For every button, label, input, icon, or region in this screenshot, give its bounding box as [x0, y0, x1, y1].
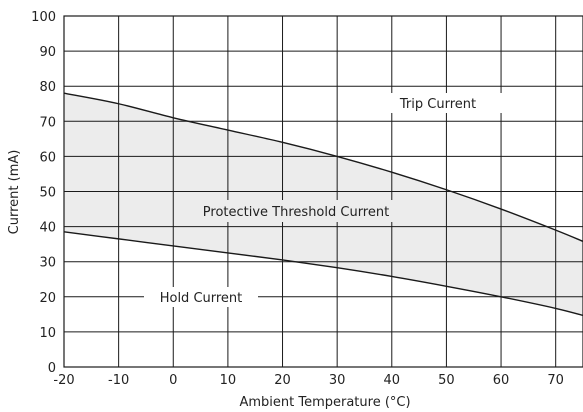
x-tick-label: -20: [53, 373, 74, 388]
x-axis-label: Ambient Temperature (°C): [239, 395, 410, 410]
x-tick-label: 60: [493, 373, 510, 388]
hold-current-label-bg: [144, 287, 258, 307]
x-tick-label: 40: [384, 373, 401, 388]
x-tick-label: 20: [274, 373, 291, 388]
x-tick-label: 30: [329, 373, 346, 388]
protective-threshold-label-bg: [176, 200, 416, 222]
trip-current-label-bg: [372, 93, 504, 113]
y-tick-label: 100: [31, 10, 56, 25]
hold-current-line: [63, 231, 583, 317]
y-tick-label: 90: [39, 45, 56, 60]
y-tick-label: 50: [39, 186, 56, 201]
trip-current-label: Trip Current: [399, 97, 476, 112]
x-tick-label: 10: [220, 373, 237, 388]
y-tick-label: 30: [39, 256, 56, 271]
y-tick-label: 80: [39, 80, 56, 95]
y-tick-label: 10: [39, 326, 56, 341]
x-tick-label: 0: [169, 373, 177, 388]
plot-frame: [63, 15, 583, 368]
x-tick-label: 50: [438, 373, 455, 388]
x-tick-label: -10: [108, 373, 129, 388]
protective-threshold-label: Protective Threshold Current: [203, 205, 389, 220]
x-tick-label: 70: [547, 373, 564, 388]
hold-current-label: Hold Current: [160, 291, 243, 306]
trip-current-line: [63, 92, 583, 242]
y-tick-label: 70: [39, 115, 56, 130]
y-tick-label: 40: [39, 221, 56, 236]
y-tick-label: 20: [39, 291, 56, 306]
y-axis-label: Current (mA): [7, 150, 22, 235]
y-tick-label: 0: [48, 361, 56, 376]
y-tick-label: 60: [39, 150, 56, 165]
